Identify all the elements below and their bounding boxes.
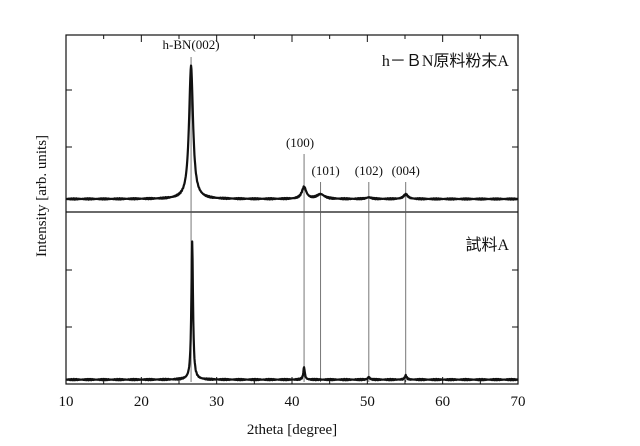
- x-axis-title: 2theta [degree]: [247, 422, 337, 438]
- axis-ticks: 10 20 30 40 50 60 70: [59, 35, 526, 410]
- peak-label: (004): [392, 163, 420, 178]
- peak-label: (100): [286, 135, 314, 150]
- curves: [66, 66, 518, 381]
- x-tick-label: 40: [285, 394, 300, 410]
- xrd-curve-top: [66, 66, 518, 200]
- x-tick-label: 10: [59, 394, 74, 410]
- x-tick-label: 30: [209, 394, 224, 410]
- reference-lines: [191, 57, 406, 382]
- peak-label: h-BN(002): [163, 37, 220, 52]
- panel-label-bottom: 試料A: [465, 236, 509, 254]
- plot-border: [66, 35, 518, 384]
- plot-frame: [66, 35, 518, 384]
- x-tick-label: 50: [360, 394, 375, 410]
- panel-label-top: h－ＢN原料粉末A: [382, 52, 510, 70]
- x-tick-label: 70: [511, 394, 526, 410]
- y-axis-title: Intensity [arb. units]: [34, 135, 50, 257]
- x-tick-label: 20: [134, 394, 149, 410]
- xrd-curve-bottom: [66, 242, 518, 381]
- x-tick-label: 60: [435, 394, 450, 410]
- peak-label: (102): [355, 163, 383, 178]
- peak-label: (101): [312, 163, 340, 178]
